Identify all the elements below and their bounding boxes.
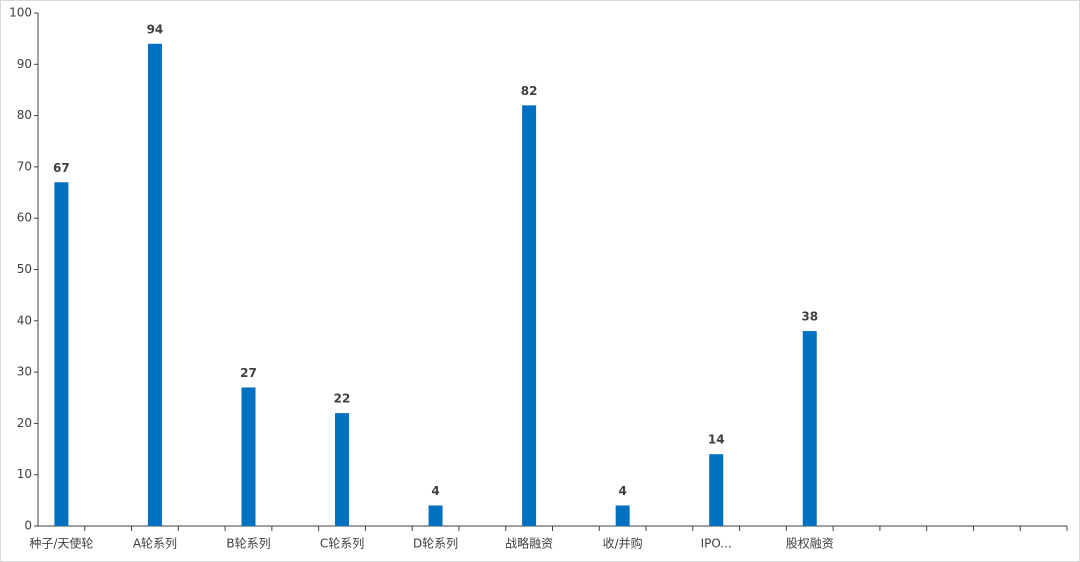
value-label: 82 [521, 84, 538, 98]
y-tick-label: 100 [9, 6, 32, 20]
value-label: 22 [334, 392, 351, 406]
y-tick-label: 0 [24, 519, 32, 533]
x-tick-label: 收/并购 [603, 536, 643, 551]
y-tick-label: 80 [17, 108, 32, 122]
y-tick-label: 20 [17, 416, 32, 430]
value-label: 4 [431, 484, 439, 498]
bar [615, 505, 630, 526]
value-label: 67 [53, 161, 70, 175]
y-tick-label: 60 [17, 211, 32, 225]
x-tick-label: D轮系列 [413, 537, 458, 551]
value-label: 4 [618, 484, 626, 498]
bar [335, 413, 350, 526]
bar [709, 454, 724, 526]
x-tick-label: 战略融资 [505, 536, 553, 551]
value-label: 27 [240, 366, 257, 380]
y-tick-label: 10 [17, 467, 32, 481]
value-label: 38 [801, 310, 818, 324]
x-tick-label: IPO... [701, 537, 732, 551]
value-label: 94 [147, 22, 164, 36]
x-tick-label: 种子/天使轮 [29, 536, 93, 551]
y-tick-label: 30 [17, 365, 32, 379]
bar [147, 43, 162, 526]
x-tick-label: A轮系列 [133, 537, 177, 551]
x-tick-label: 股权融资 [786, 537, 834, 551]
bar [522, 105, 537, 526]
bar [241, 387, 256, 526]
x-tick-label: B轮系列 [226, 537, 270, 551]
y-tick-label: 40 [17, 313, 32, 327]
y-tick-label: 70 [17, 159, 32, 173]
y-tick-label: 90 [17, 57, 32, 71]
x-tick-label: C轮系列 [320, 537, 364, 551]
bar [802, 331, 817, 526]
bar [54, 182, 69, 527]
bar [428, 505, 443, 526]
y-tick-label: 50 [17, 262, 32, 276]
value-label: 14 [708, 433, 725, 447]
